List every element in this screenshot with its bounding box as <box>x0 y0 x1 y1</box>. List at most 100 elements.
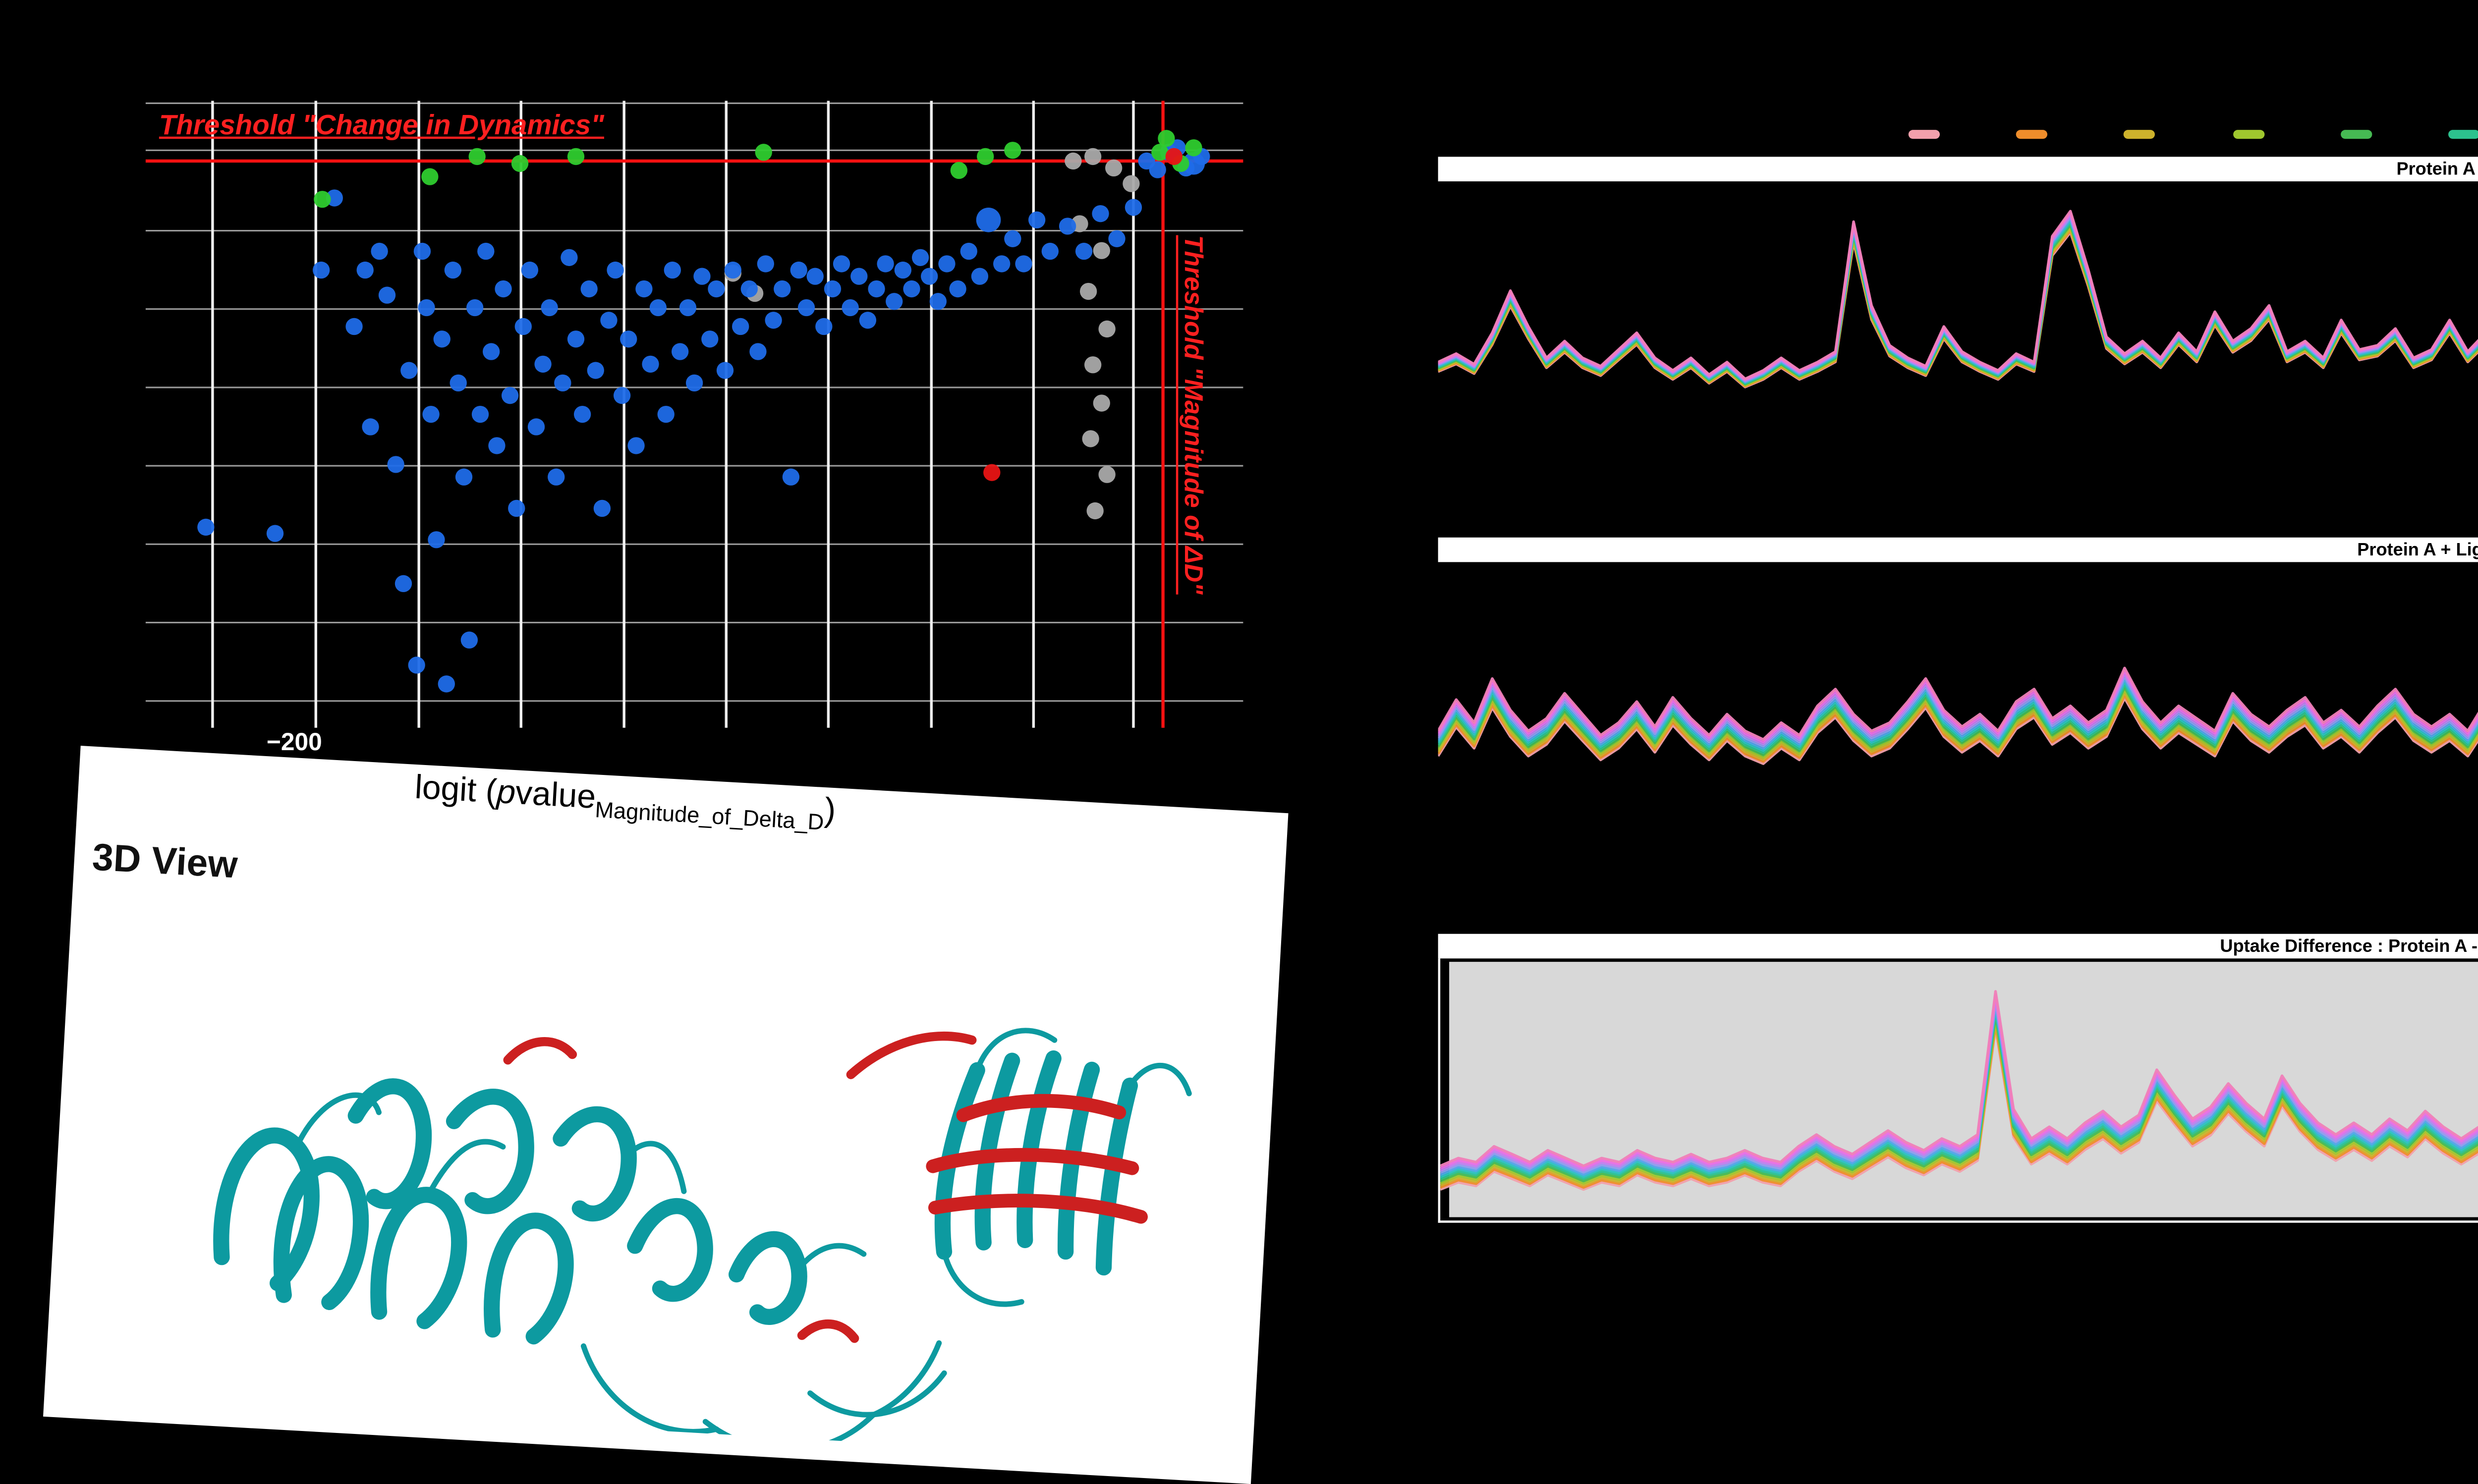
volcano-point-blue[interactable] <box>1004 230 1021 247</box>
volcano-point-green[interactable] <box>1151 144 1169 161</box>
volcano-point-blue[interactable] <box>593 499 611 517</box>
volcano-point-gray[interactable] <box>1093 242 1110 259</box>
volcano-point-blue[interactable] <box>679 299 697 317</box>
volcano-point-blue[interactable] <box>774 280 791 298</box>
legend-swatch-6[interactable] <box>2448 130 2478 138</box>
volcano-point-green[interactable] <box>977 148 994 165</box>
volcano-point-gray[interactable] <box>1086 502 1104 520</box>
volcano-point-blue[interactable] <box>521 261 539 279</box>
volcano-point-blue[interactable] <box>693 268 711 285</box>
volcano-point-blue[interactable] <box>903 280 920 298</box>
volcano-point-blue[interactable] <box>534 355 552 373</box>
volcano-point-blue[interactable] <box>894 261 912 279</box>
volcano-point-blue[interactable] <box>833 255 850 273</box>
volcano-point-blue[interactable] <box>806 268 824 285</box>
volcano-point-blue[interactable] <box>422 405 440 423</box>
volcano-scatter[interactable] <box>145 101 1243 728</box>
volcano-point-gray[interactable] <box>1098 466 1116 483</box>
volcano-point-blue[interactable] <box>554 374 571 392</box>
volcano-point-blue[interactable] <box>790 261 807 279</box>
legend-swatch-4[interactable] <box>2232 130 2264 138</box>
volcano-point-blue[interactable] <box>824 280 842 298</box>
volcano-point-blue[interactable] <box>938 255 956 273</box>
volcano-point-blue[interactable] <box>685 374 703 392</box>
volcano-point-blue[interactable] <box>444 261 462 279</box>
volcano-point-blue[interactable] <box>197 518 215 536</box>
volcano-point-blue[interactable] <box>471 405 489 423</box>
volcano-point-blue[interactable] <box>580 280 598 298</box>
volcano-point-blue[interactable] <box>740 280 758 298</box>
volcano-point-green[interactable] <box>1185 139 1202 157</box>
volcano-point-blue[interactable] <box>664 261 681 279</box>
volcano-point-blue[interactable] <box>971 268 989 285</box>
volcano-point-blue[interactable] <box>765 312 782 329</box>
volcano-point-blue[interactable] <box>877 255 894 273</box>
volcano-point-blue[interactable] <box>561 249 578 266</box>
volcano-point-blue[interactable] <box>455 468 473 486</box>
volcano-point-blue[interactable] <box>413 242 431 260</box>
volcano-point-gray[interactable] <box>1079 282 1097 300</box>
volcano-point-blue[interactable] <box>387 456 404 473</box>
volcano-point-blue[interactable] <box>716 362 734 379</box>
uptake-difference-chart[interactable] <box>1438 958 2478 1223</box>
volcano-point-blue[interactable] <box>757 255 775 273</box>
volcano-point-blue[interactable] <box>378 286 396 304</box>
protein-a-ligand-uptake-chart[interactable] <box>1438 562 2478 898</box>
volcano-point-blue[interactable] <box>607 261 624 279</box>
volcano-point-blue[interactable] <box>701 330 719 348</box>
legend-swatch-5[interactable] <box>2340 130 2372 138</box>
volcano-point-blue[interactable] <box>345 318 363 335</box>
volcano-point-blue[interactable] <box>600 312 618 329</box>
volcano-point-blue[interactable] <box>613 387 631 404</box>
volcano-point-blue[interactable] <box>418 299 435 317</box>
volcano-point-gray[interactable] <box>1105 159 1123 177</box>
volcano-point-blue[interactable] <box>460 631 478 649</box>
volcano-point-blue[interactable] <box>642 355 659 373</box>
volcano-point-green[interactable] <box>468 148 486 165</box>
volcano-point-blue[interactable] <box>921 268 938 285</box>
volcano-point-green[interactable] <box>1158 130 1175 147</box>
volcano-point-blue[interactable] <box>886 293 903 310</box>
volcano-point-blue[interactable] <box>635 280 653 298</box>
volcano-point-blue[interactable] <box>929 293 947 310</box>
volcano-point-blue[interactable] <box>450 374 467 392</box>
volcano-plot[interactable]: Threshold "Change in Dynamics" Threshold… <box>145 101 1243 728</box>
volcano-point-blue[interactable] <box>911 249 929 266</box>
volcano-point-green[interactable] <box>421 168 439 185</box>
volcano-point-blue[interactable] <box>312 261 330 279</box>
volcano-point-blue[interactable] <box>408 657 425 674</box>
volcano-point-green[interactable] <box>755 144 772 161</box>
volcano-point-blue[interactable] <box>657 405 675 423</box>
volcano-point-blue[interactable] <box>1075 242 1093 260</box>
volcano-point-blue[interactable] <box>400 362 418 379</box>
volcano-point-blue[interactable] <box>868 280 885 298</box>
3d-view-panel[interactable]: logit (pvalueMagnitude_of_Delta_D) 3D Vi… <box>43 746 1289 1484</box>
volcano-point-blue[interactable] <box>815 318 833 335</box>
volcano-point-blue[interactable] <box>488 437 506 454</box>
volcano-point-blue[interactable] <box>1028 211 1046 229</box>
volcano-point-gray[interactable] <box>1093 394 1110 412</box>
volcano-point-blue[interactable] <box>797 299 815 317</box>
volcano-point-green[interactable] <box>1004 142 1021 159</box>
volcano-point-blue[interactable] <box>850 268 868 285</box>
volcano-point-red[interactable] <box>1165 148 1183 165</box>
volcano-point-blue[interactable] <box>1149 161 1166 178</box>
volcano-point-blue[interactable] <box>548 468 565 486</box>
volcano-point-gray[interactable] <box>1098 320 1116 338</box>
volcano-point-blue[interactable] <box>842 299 859 317</box>
volcano-point-blue[interactable] <box>371 242 388 260</box>
volcano-point-blue[interactable] <box>477 242 495 260</box>
volcano-point-gray[interactable] <box>1084 148 1102 165</box>
volcano-point-blue[interactable] <box>438 675 455 693</box>
volcano-point-blue[interactable] <box>362 418 379 436</box>
volcano-point-blue[interactable] <box>433 330 451 348</box>
volcano-point-blue[interactable] <box>1108 230 1126 247</box>
legend-swatch-2[interactable] <box>2016 130 2048 138</box>
volcano-point-blue[interactable] <box>1092 205 1109 222</box>
volcano-point-blue[interactable] <box>620 330 637 348</box>
volcano-point-blue[interactable] <box>573 405 591 423</box>
volcano-point-red[interactable] <box>983 464 1001 481</box>
volcano-point-blue[interactable] <box>466 299 484 317</box>
volcano-point-green[interactable] <box>567 148 585 165</box>
volcano-point-blue[interactable] <box>782 468 800 486</box>
